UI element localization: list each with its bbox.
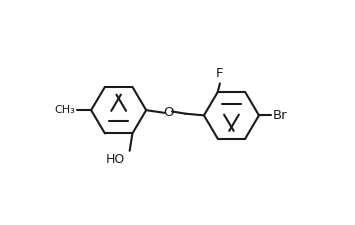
Text: O: O: [163, 106, 173, 119]
Text: HO: HO: [105, 153, 125, 166]
Text: F: F: [216, 67, 224, 80]
Text: Br: Br: [273, 109, 287, 122]
Text: CH₃: CH₃: [55, 105, 76, 115]
